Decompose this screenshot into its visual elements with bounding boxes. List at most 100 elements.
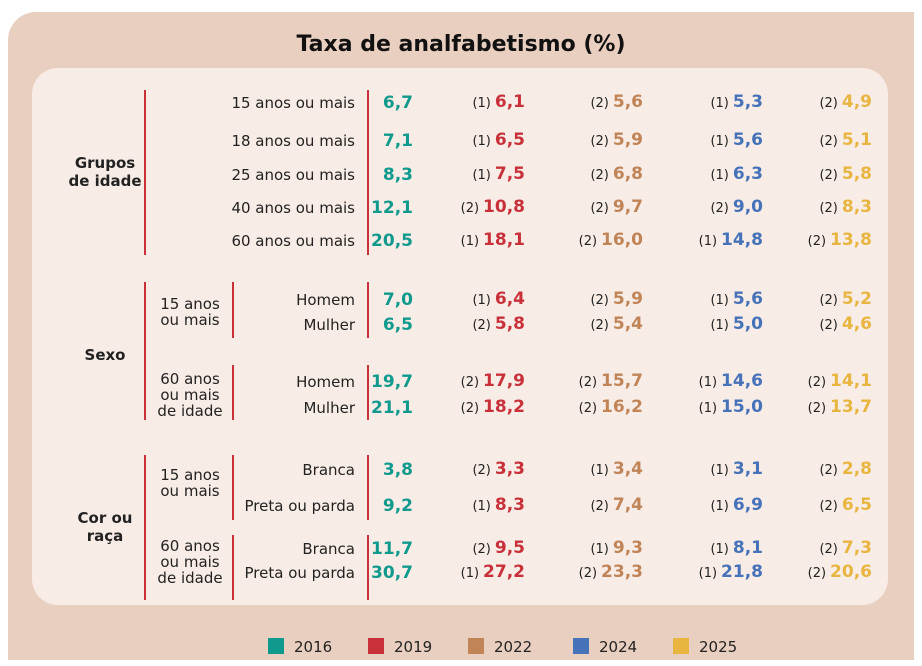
cell: (1) 14,8 bbox=[699, 231, 763, 251]
legend-swatch bbox=[368, 638, 384, 654]
subgroup-label: 15 anos ou mais bbox=[146, 467, 234, 499]
value: 5,6 bbox=[732, 289, 763, 309]
value: 5,3 bbox=[732, 92, 763, 112]
note: (2) bbox=[590, 168, 609, 183]
cell: (2) 9,0 bbox=[710, 198, 763, 218]
note: (2) bbox=[807, 375, 827, 390]
cell: (1) 3,1 bbox=[710, 460, 763, 480]
value: 6,8 bbox=[612, 164, 643, 184]
group-label: Cor ou raça bbox=[55, 509, 155, 545]
note: (2) bbox=[578, 401, 598, 416]
value: 9,5 bbox=[494, 538, 525, 558]
cell: (2) 5,1 bbox=[819, 131, 872, 151]
note: (2) bbox=[807, 234, 827, 249]
legend-swatch bbox=[468, 638, 484, 654]
note: (1) bbox=[698, 566, 718, 581]
note: (2) bbox=[460, 401, 480, 416]
cell: (1) 3,4 bbox=[590, 460, 643, 480]
cell: (2) 9,7 bbox=[590, 198, 643, 218]
cell: (2) 7,4 bbox=[590, 496, 643, 516]
note: (1) bbox=[710, 134, 729, 149]
cell: 6,7 bbox=[383, 94, 413, 112]
group-label-line: Sexo bbox=[84, 346, 126, 364]
note: (1) bbox=[710, 463, 729, 478]
value: 16,2 bbox=[601, 397, 643, 417]
divider bbox=[367, 535, 369, 600]
note: (2) bbox=[578, 375, 598, 390]
value: 12,1 bbox=[371, 198, 413, 218]
cell: (1) 18,1 bbox=[461, 231, 525, 251]
note: (1) bbox=[710, 318, 729, 333]
cell: (2) 2,8 bbox=[819, 460, 872, 480]
note: (2) bbox=[710, 201, 729, 216]
subgroup-label-line: de idade bbox=[157, 569, 223, 587]
cell: (1) 6,9 bbox=[710, 496, 763, 516]
cell: (2) 16,2 bbox=[579, 398, 643, 418]
row-label: Branca bbox=[302, 461, 355, 479]
divider bbox=[367, 90, 369, 255]
group-label-line: Grupos bbox=[74, 154, 136, 172]
value: 3,8 bbox=[382, 460, 413, 480]
note: (2) bbox=[819, 542, 838, 557]
cell: (1) 6,1 bbox=[472, 93, 525, 113]
divider bbox=[232, 455, 234, 520]
note: (2) bbox=[590, 318, 609, 333]
value: 15,0 bbox=[721, 397, 763, 417]
note: (2) bbox=[819, 463, 838, 478]
value: 27,2 bbox=[483, 562, 525, 582]
cell: (2) 6,5 bbox=[819, 496, 872, 516]
subgroup-label: 60 anos ou mais de idade bbox=[146, 371, 234, 419]
group-label-line: Cor ou bbox=[77, 509, 133, 527]
cell: (2) 9,5 bbox=[472, 539, 525, 559]
title: Taxa de analfabetismo (%) bbox=[296, 32, 626, 57]
value: 6,9 bbox=[732, 495, 763, 515]
value: 8,1 bbox=[732, 538, 763, 558]
note: (1) bbox=[472, 96, 491, 111]
subgroup-label-line: 15 anos bbox=[160, 295, 220, 313]
subgroup-label: 60 anos ou mais de idade bbox=[146, 538, 234, 586]
note: (1) bbox=[472, 293, 491, 308]
note: (2) bbox=[472, 318, 491, 333]
cell: 9,2 bbox=[383, 497, 413, 515]
divider bbox=[232, 535, 234, 600]
cell: (1) 15,0 bbox=[699, 398, 763, 418]
note: (1) bbox=[710, 96, 729, 111]
value: 5,0 bbox=[732, 314, 763, 334]
row-label: Homem bbox=[296, 291, 355, 309]
value: 5,8 bbox=[494, 314, 525, 334]
value: 5,9 bbox=[612, 130, 643, 150]
note: (2) bbox=[590, 96, 609, 111]
value: 6,5 bbox=[494, 130, 525, 150]
value: 23,3 bbox=[601, 562, 643, 582]
value: 14,1 bbox=[830, 371, 872, 391]
cell: 11,7 bbox=[371, 540, 413, 558]
value: 14,8 bbox=[721, 230, 763, 250]
note: (2) bbox=[819, 96, 838, 111]
cell: (2) 16,0 bbox=[579, 231, 643, 251]
divider bbox=[144, 90, 146, 255]
row-label: Mulher bbox=[303, 399, 355, 417]
note: (2) bbox=[590, 499, 609, 514]
legend-label: 2016 bbox=[294, 638, 333, 656]
value: 4,6 bbox=[841, 314, 872, 334]
group-label: Grupos de idade bbox=[55, 154, 155, 190]
value: 5,6 bbox=[732, 130, 763, 150]
row-label: Preta ou parda bbox=[244, 497, 355, 515]
row-label: Preta ou parda bbox=[244, 564, 355, 582]
legend-label: 2019 bbox=[394, 638, 433, 656]
note: (1) bbox=[472, 168, 491, 183]
value: 4,9 bbox=[841, 92, 872, 112]
value: 14,6 bbox=[721, 371, 763, 391]
row-label: Homem bbox=[296, 373, 355, 391]
note: (1) bbox=[710, 168, 729, 183]
note: (1) bbox=[472, 499, 491, 514]
cell: (1) 6,3 bbox=[710, 165, 763, 185]
cell: (2) 15,7 bbox=[579, 372, 643, 392]
note: (2) bbox=[590, 134, 609, 149]
group-label: Sexo bbox=[55, 346, 155, 364]
cell: (2) 5,8 bbox=[472, 315, 525, 335]
value: 5,9 bbox=[612, 289, 643, 309]
value: 18,2 bbox=[483, 397, 525, 417]
subgroup-label-line: 15 anos bbox=[160, 466, 220, 484]
cell: 6,5 bbox=[383, 316, 413, 334]
